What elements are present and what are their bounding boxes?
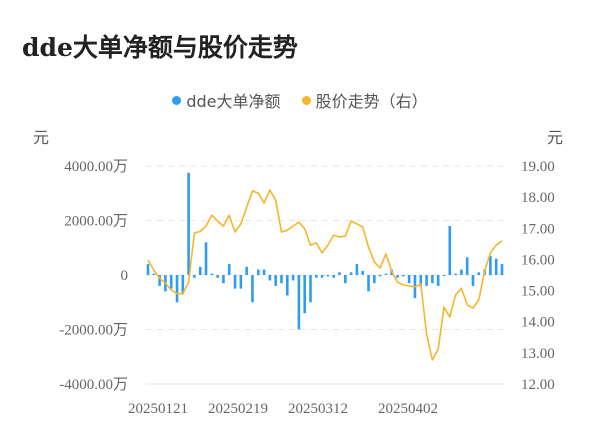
bar bbox=[384, 273, 388, 275]
bar bbox=[268, 275, 272, 281]
bar bbox=[500, 264, 504, 275]
right-axis-tick: 13.00 bbox=[521, 346, 555, 362]
bar bbox=[146, 264, 150, 275]
bar bbox=[471, 275, 475, 286]
bar bbox=[332, 275, 336, 278]
legend-item-dde[interactable]: dde大单净额 bbox=[172, 88, 281, 112]
right-axis-tick: 15.00 bbox=[521, 284, 555, 300]
left-axis-tick: -4000.00万 bbox=[59, 377, 128, 393]
bar bbox=[256, 269, 260, 275]
bar bbox=[169, 275, 173, 289]
x-axis-tick: 20250121 bbox=[128, 401, 188, 417]
bar bbox=[326, 275, 330, 277]
right-axis-tick: 14.00 bbox=[521, 315, 555, 331]
bar bbox=[378, 275, 382, 277]
bar bbox=[152, 273, 156, 275]
bar bbox=[274, 275, 277, 286]
bar bbox=[431, 275, 434, 284]
bar bbox=[448, 225, 452, 275]
legend-dot-icon bbox=[301, 95, 311, 105]
legend-item-price[interactable]: 股价走势（右） bbox=[301, 88, 428, 112]
right-axis-tick: 18.00 bbox=[521, 190, 555, 206]
bar bbox=[193, 275, 196, 278]
bar bbox=[367, 275, 370, 292]
legend-label: dde大单净额 bbox=[186, 92, 281, 111]
bar bbox=[460, 269, 463, 275]
bar bbox=[402, 275, 405, 277]
bar bbox=[303, 275, 306, 314]
bar bbox=[338, 272, 341, 275]
left-axis-unit: 元 bbox=[33, 128, 50, 147]
left-axis-tick: -2000.00万 bbox=[59, 323, 128, 339]
bar bbox=[227, 264, 231, 275]
bar bbox=[320, 275, 324, 278]
bar bbox=[181, 275, 185, 295]
bar bbox=[222, 275, 225, 284]
bar bbox=[309, 275, 312, 303]
bar bbox=[419, 275, 423, 286]
right-axis-tick: 12.00 bbox=[521, 377, 555, 393]
bar bbox=[187, 172, 190, 275]
bar bbox=[204, 242, 208, 275]
bar bbox=[344, 275, 347, 284]
bar bbox=[158, 275, 161, 286]
legend-dot-icon bbox=[172, 95, 182, 105]
bar bbox=[477, 272, 481, 275]
x-axis-tick: 20250219 bbox=[208, 401, 268, 417]
bar bbox=[251, 275, 254, 303]
right-axis-unit: 元 bbox=[547, 128, 564, 147]
bar bbox=[494, 258, 498, 275]
bar bbox=[454, 273, 457, 275]
left-axis-tick: 4000.00万 bbox=[64, 159, 128, 175]
bar bbox=[407, 275, 411, 284]
bar bbox=[262, 269, 266, 275]
legend-label: 股价走势（右） bbox=[315, 92, 428, 111]
bar bbox=[396, 275, 399, 278]
bar bbox=[291, 275, 295, 281]
bar bbox=[280, 275, 283, 284]
bar bbox=[489, 255, 492, 275]
bar bbox=[175, 275, 179, 303]
bar bbox=[216, 275, 219, 278]
bar bbox=[373, 275, 376, 284]
bar bbox=[349, 272, 353, 275]
bar bbox=[465, 257, 469, 275]
chart-title: dde大单净额与股价走势 bbox=[22, 33, 298, 62]
price-line bbox=[147, 189, 503, 361]
right-axis-tick: 16.00 bbox=[521, 252, 555, 268]
left-axis-tick: 0 bbox=[121, 268, 129, 284]
bar bbox=[233, 275, 237, 289]
bar bbox=[436, 275, 440, 286]
bar bbox=[361, 270, 365, 275]
left-axis-tick: 2000.00万 bbox=[64, 214, 128, 230]
bar bbox=[314, 275, 318, 278]
bar bbox=[210, 273, 214, 275]
bar bbox=[239, 275, 243, 289]
x-axis-tick: 20250402 bbox=[378, 401, 438, 417]
bar bbox=[198, 266, 202, 275]
legend: dde大单净额 股价走势（右） bbox=[0, 88, 600, 112]
bar bbox=[297, 275, 301, 330]
bar bbox=[245, 266, 248, 275]
right-axis-tick: 19.00 bbox=[521, 159, 555, 175]
bar bbox=[285, 275, 289, 296]
bar bbox=[442, 275, 446, 276]
bar bbox=[425, 275, 428, 286]
x-axis-tick: 20250312 bbox=[288, 401, 348, 417]
right-axis-tick: 17.00 bbox=[521, 221, 555, 237]
bar bbox=[355, 264, 359, 275]
